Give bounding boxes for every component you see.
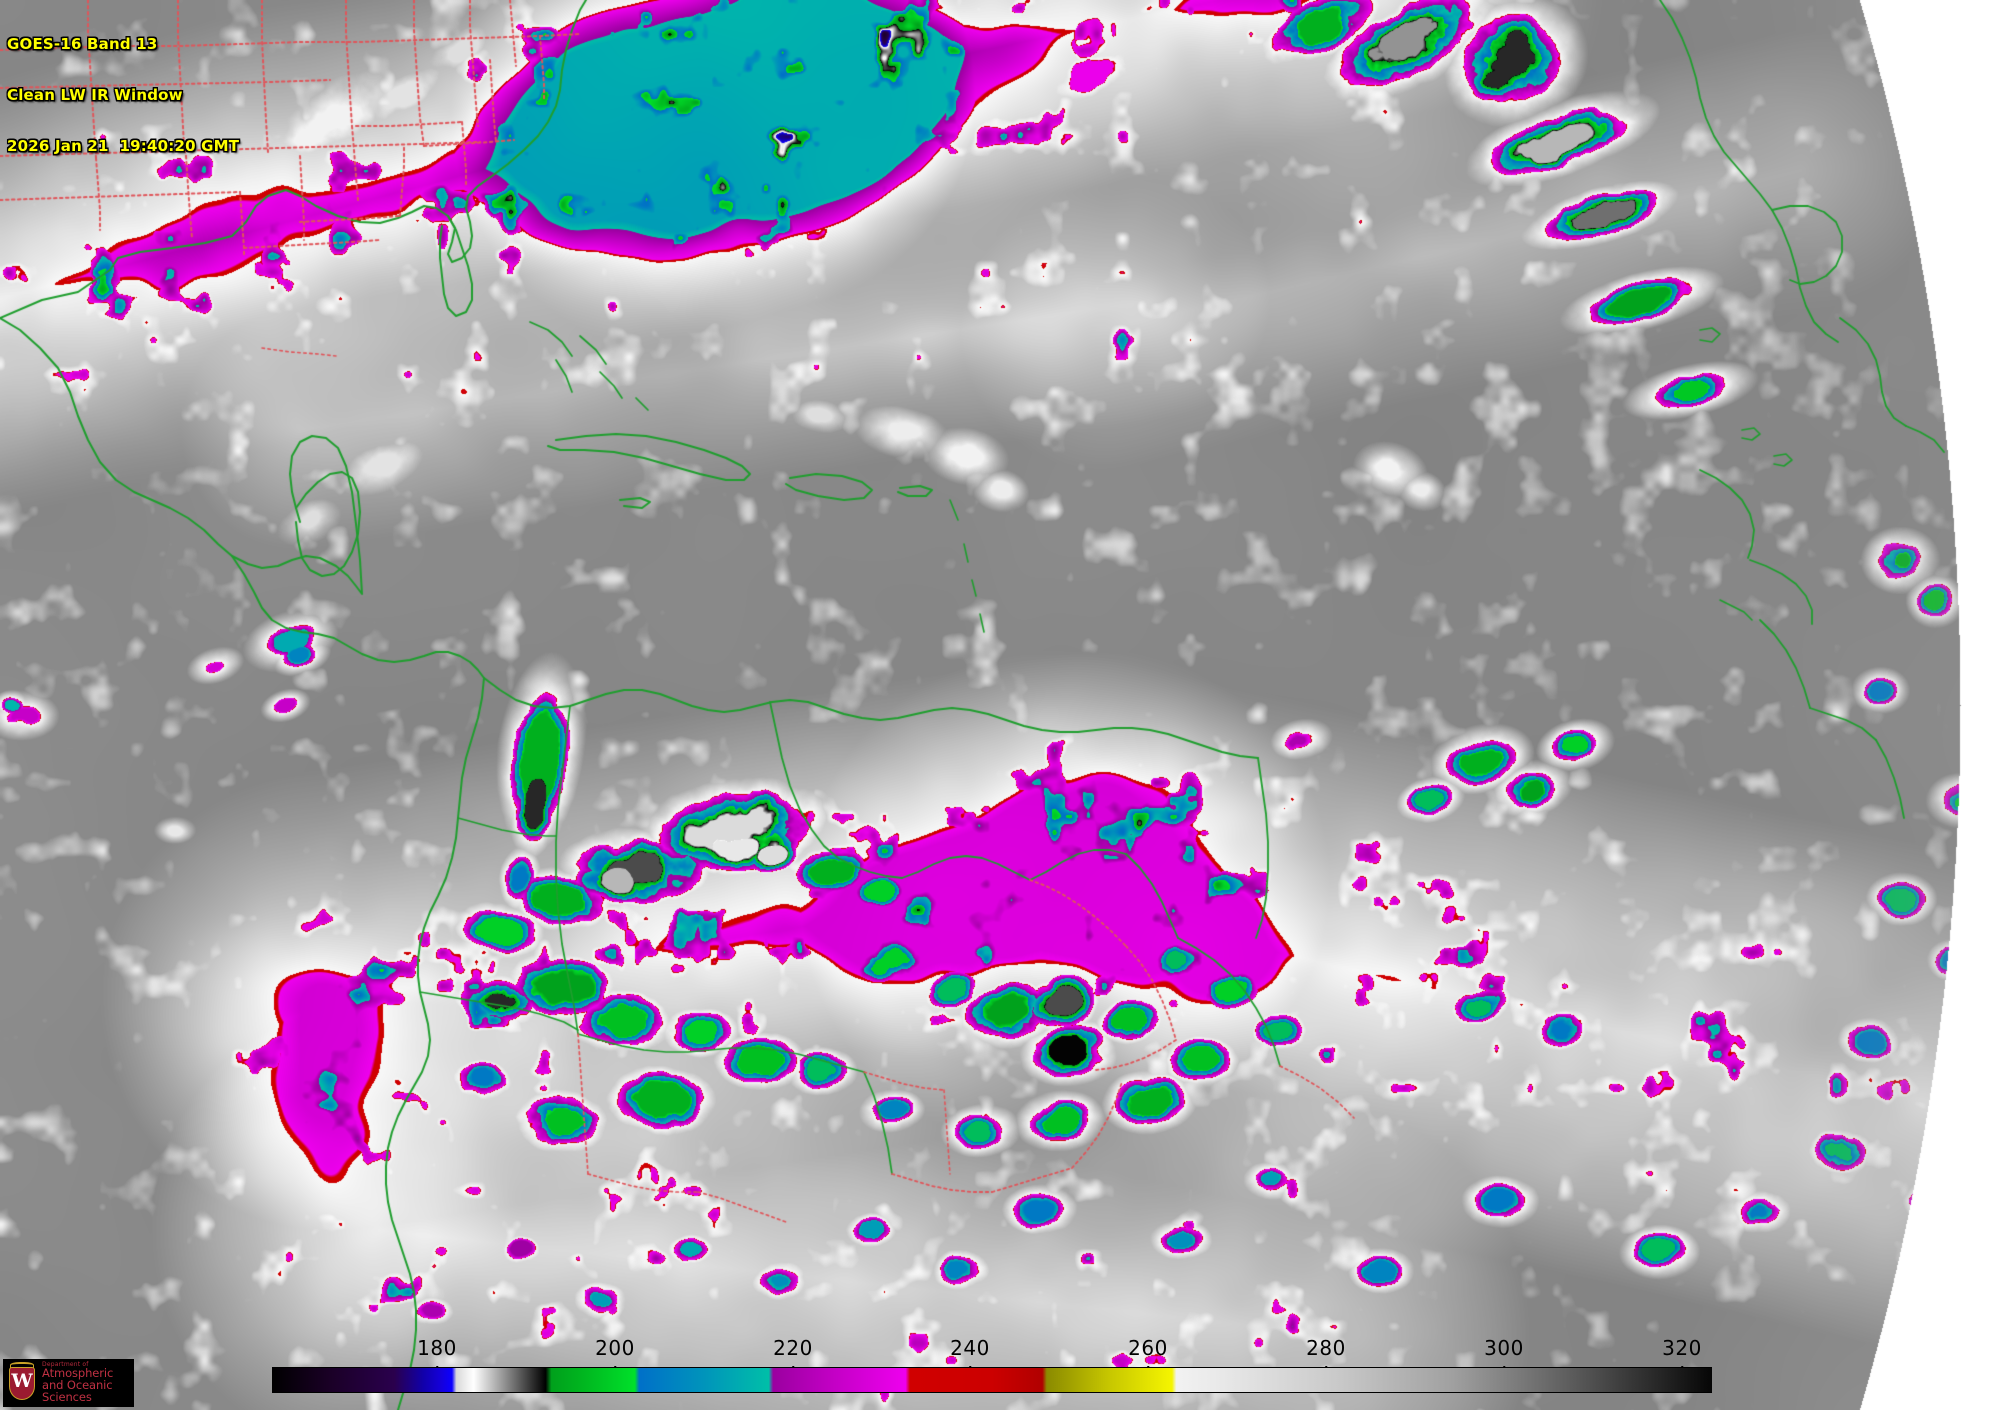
timestamp-label: 2026 Jan 21 19:40:20 GMT (7, 137, 240, 155)
satellite-band-label: GOES-16 Band 13 (7, 35, 158, 53)
channel-name-label: Clean LW IR Window (7, 86, 183, 104)
crest-shield-icon (9, 1367, 35, 1400)
shield-crest-icon: W (6, 1362, 38, 1404)
colorbar-tick-label: 180 (417, 1336, 457, 1360)
uw-aos-logo: W Department of Atmospheric and Oceanic … (3, 1359, 134, 1407)
logo-line-2: and Oceanic Sciences (42, 1378, 113, 1404)
crest-crown-icon (10, 1362, 34, 1370)
colorbar-tick-label: 240 (950, 1336, 990, 1360)
colorbar-tick-label: 220 (773, 1336, 813, 1360)
colorbar-tick-labels: 180 200 220 240 260 280 300 320 (0, 1336, 2010, 1374)
logo-w-letter: W (11, 1370, 33, 1392)
colorbar-tick-label: 260 (1128, 1336, 1168, 1360)
colorbar-region: 180 200 220 240 260 280 300 320 (0, 1330, 2010, 1410)
colorbar-gradient (272, 1368, 1712, 1392)
colorbar (272, 1367, 1712, 1393)
colorbar-tick-label: 320 (1662, 1336, 1702, 1360)
colorbar-tick-label: 200 (595, 1336, 635, 1360)
colorbar-tick-label: 300 (1484, 1336, 1524, 1360)
colorbar-tick-label: 280 (1306, 1336, 1346, 1360)
image-annotation-block: GOES-16 Band 13 Clean LW IR Window 2026 … (7, 2, 239, 172)
logo-department-prefix: Department of (42, 1361, 89, 1369)
logo-line-1: Atmospheric (42, 1366, 114, 1381)
logo-text-block: Department of Atmospheric and Oceanic Sc… (42, 1362, 134, 1403)
